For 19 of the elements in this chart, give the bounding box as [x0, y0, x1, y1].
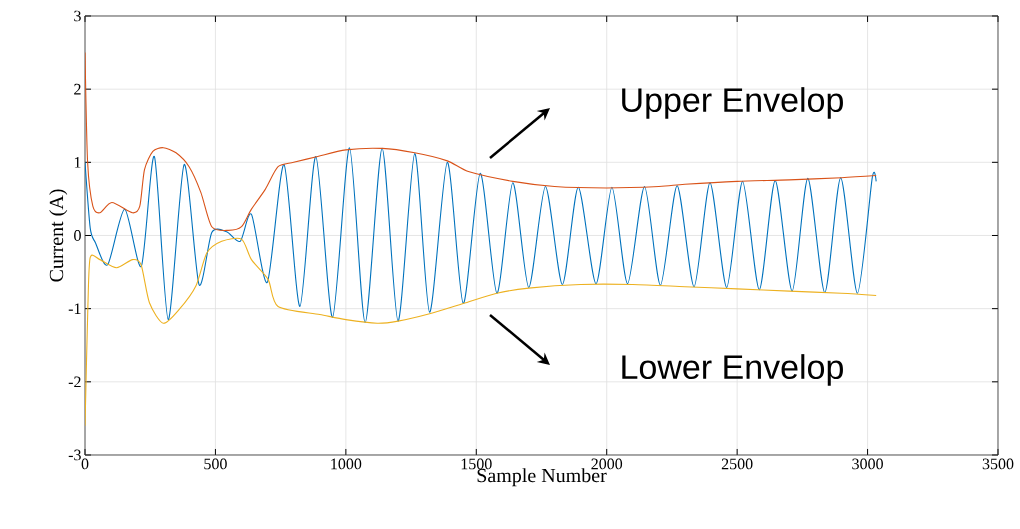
- x-tick-label: 2500: [721, 458, 753, 470]
- line-series: [85, 147, 877, 324]
- y-tick-label: 3: [74, 10, 81, 22]
- x-axis-title: Sample Number: [477, 468, 607, 487]
- y-tick-label: -1: [68, 303, 81, 314]
- y-tick-label: 1: [74, 157, 81, 168]
- x-tick-label: 3500: [982, 458, 1014, 470]
- x-tick-label: 1000: [331, 458, 362, 470]
- y-tick-label: -2: [68, 376, 81, 388]
- annotation: Upper Envelop: [622, 87, 843, 119]
- y-axis-title: Current (A): [49, 189, 68, 282]
- x-tick-label: 3000: [852, 458, 883, 470]
- y-tick-label: 0: [74, 230, 81, 241]
- x-tick-label: 2000: [591, 458, 623, 470]
- y-tick-label: 2: [74, 83, 81, 95]
- y-tick-label: -3: [68, 449, 81, 461]
- annotation: Lower Envelop: [622, 354, 843, 386]
- x-tick-label: 500: [204, 458, 227, 470]
- x-tick-label: 1500: [461, 458, 492, 470]
